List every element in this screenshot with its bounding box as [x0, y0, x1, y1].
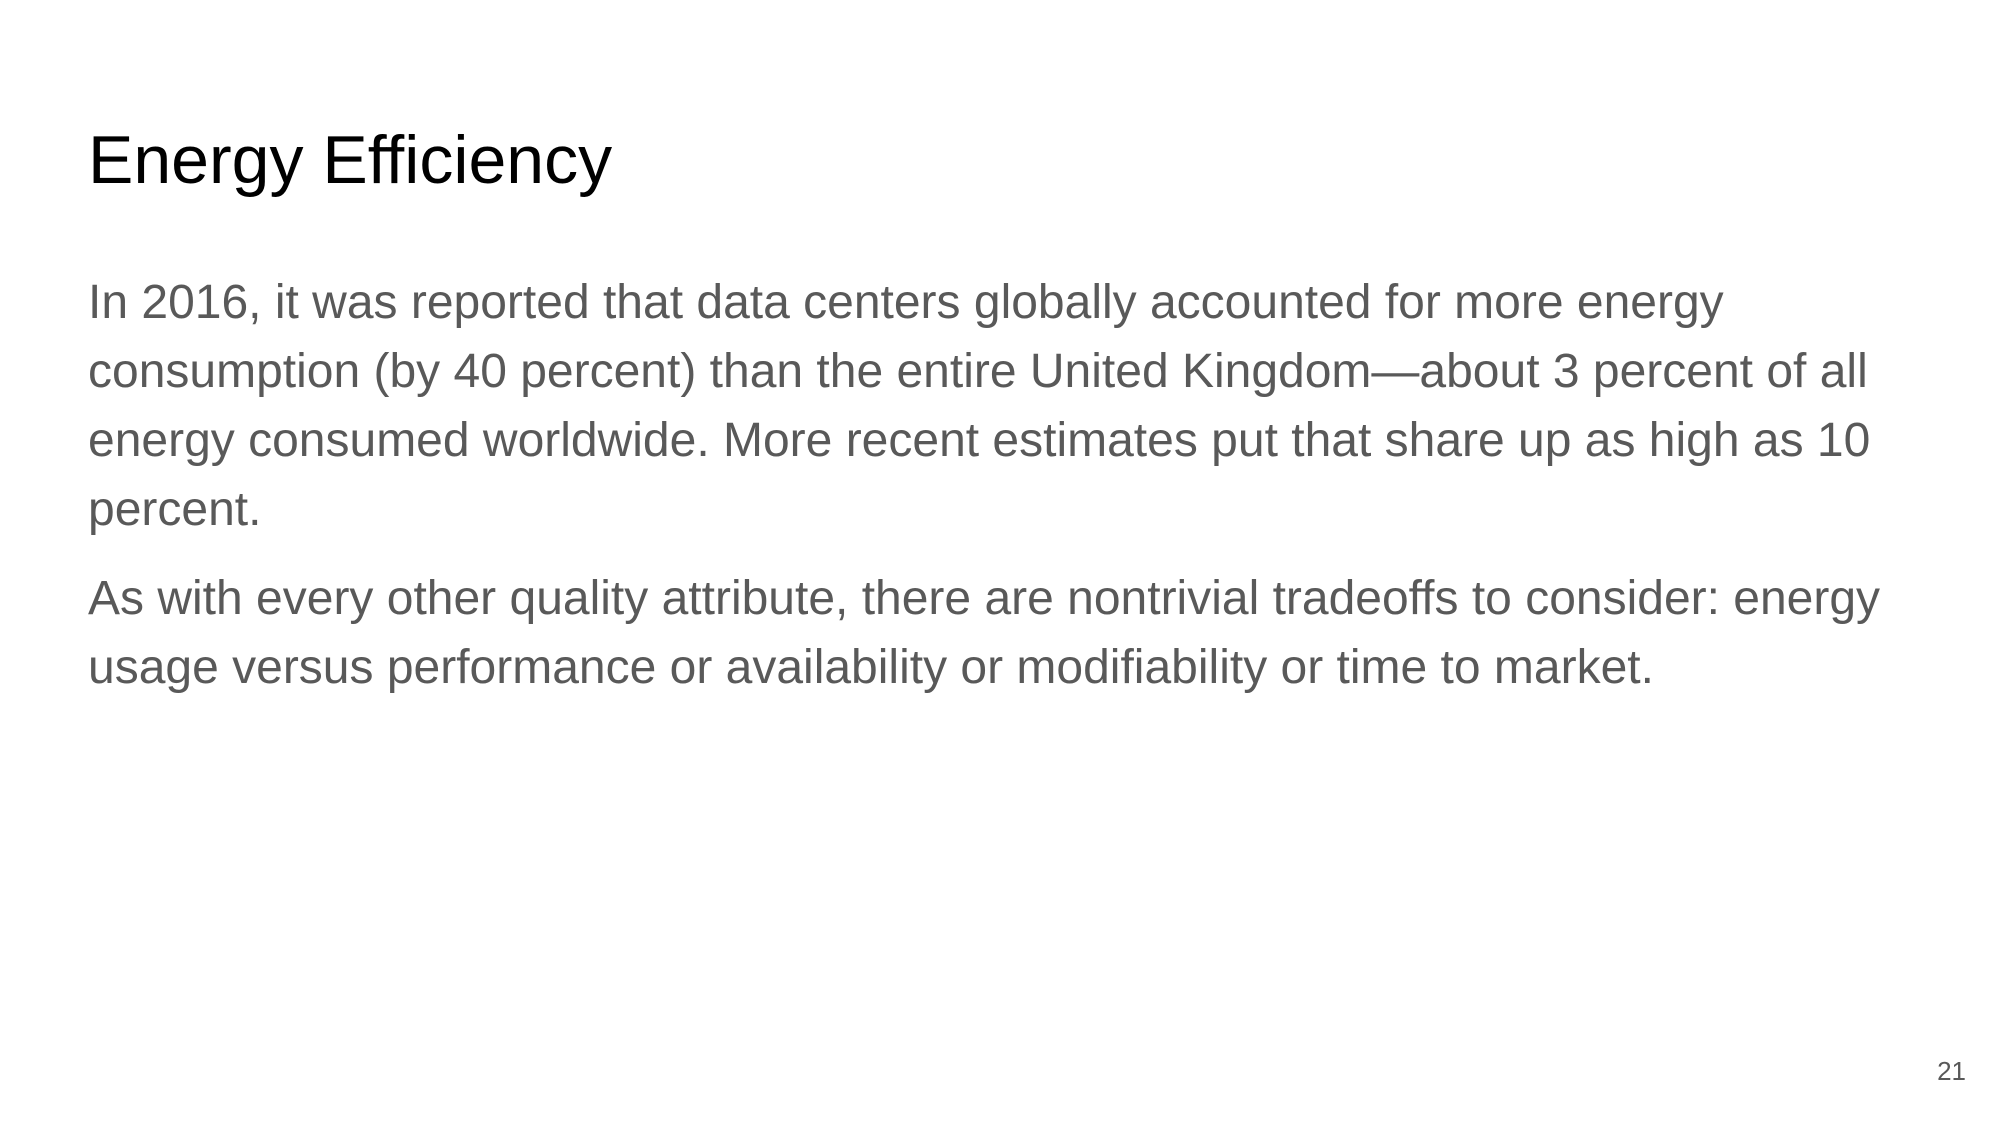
slide-body: In 2016, it was reported that data cente… — [88, 268, 1928, 722]
slide-title: Energy Efficiency — [88, 122, 613, 198]
body-paragraph-energy-consumption: In 2016, it was reported that data cente… — [88, 276, 1871, 536]
body-paragraph-tradeoffs: As with every other quality attribute, t… — [88, 572, 1881, 694]
page-number: 21 — [1937, 1056, 1966, 1086]
